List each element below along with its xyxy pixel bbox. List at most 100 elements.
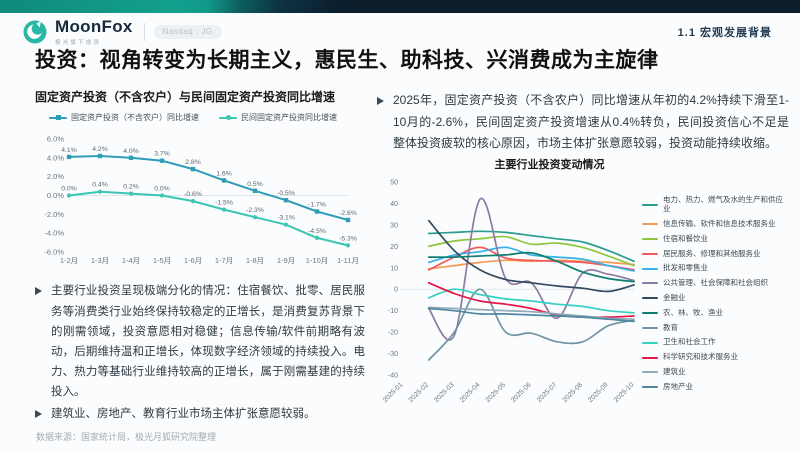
- legend-label: 居民服务、修理和其他服务业: [663, 248, 761, 258]
- right-chart-legend: 电力、热力、燃气及水的生产和供应业信息传输、软件和信息技术服务业 住宿和餐饮业居民…: [642, 178, 784, 410]
- legend-item: 卫生和社会工作: [642, 338, 784, 347]
- data-point-marker: [314, 236, 320, 241]
- bullet-text: 主要行业投资呈现极端分化的情况：住宿餐饮、批零、居民服务等消费类行业始终保持较稳…: [51, 285, 365, 399]
- y-axis-tick-label: 6.0%: [47, 135, 64, 144]
- legend-label: 信息传输、软件和信息技术服务业: [663, 218, 776, 228]
- legend-item: 农、林、牧、渔业: [642, 307, 784, 318]
- legend-swatch-icon: [642, 341, 658, 344]
- fixed-investment-chart: 6.0% 4.0% 2.0% 0.0% -2.0% -4.0% -6.0% 1-2月 1-3月 1…: [35, 123, 365, 273]
- legend-swatch-icon: [642, 371, 658, 374]
- top-accent-bar: [0, 0, 800, 13]
- chart-series-line: [427, 259, 635, 270]
- y-axis-tick-label: -10: [388, 308, 398, 315]
- legend-swatch-icon: [642, 356, 658, 359]
- legend-swatch-icon: [642, 267, 658, 270]
- data-point-marker: [128, 191, 134, 197]
- x-axis-tick-label: 2025-05: [485, 381, 508, 404]
- legend-label: 住宿和餐饮业: [663, 233, 708, 243]
- y-axis-tick-label: 40: [390, 201, 398, 208]
- moonfox-logo: MoonFox 极光旗下成员 Nasdaq : JG: [22, 18, 222, 46]
- bullet-arrow-icon: [35, 410, 42, 419]
- data-point-marker: [97, 154, 103, 159]
- legend-item: 公共管理、社会保障和社会组织: [642, 279, 784, 288]
- industry-investment-chart: 50 40 30 20 10 0 -10 -20 -30 -40 2025-01 2025-02 202…: [377, 174, 642, 414]
- data-point-label: -0.5%: [277, 191, 295, 198]
- chart-series-line: [427, 251, 635, 283]
- x-axis-tick-label: 1-6月: [184, 256, 202, 265]
- data-point-label: 0.5%: [247, 181, 263, 188]
- bullet-arrow-icon: [377, 97, 384, 105]
- right-chart-block: 50 40 30 20 10 0 -10 -20 -30 -40 2025-01 2025-02 202…: [377, 174, 789, 414]
- legend-swatch-icon: [642, 238, 658, 241]
- legend-label: 教育: [663, 322, 678, 332]
- moonfox-logo-icon: [23, 20, 47, 44]
- x-axis-tick-label: 1-4月: [122, 256, 140, 265]
- legend-item: 金融业: [642, 292, 784, 303]
- right-bullet: 2025年，固定资产投资（不含农户）同比增速从年初的4.2%持续下滑至1-10月…: [377, 90, 789, 155]
- data-point-label: 4.2%: [92, 146, 108, 153]
- legend-swatch-icon: [642, 204, 658, 207]
- y-axis-tick-label: 4.0%: [47, 154, 64, 163]
- logo-wordmark: MoonFox: [55, 17, 133, 36]
- legend-label: 固定资产投资（不含农户）同比增速: [71, 113, 199, 123]
- chart-series-line: [427, 306, 635, 321]
- y-axis-tick-label: -4.0%: [44, 229, 64, 238]
- chart-series-line: [427, 246, 635, 271]
- legend-swatch-icon: [642, 386, 658, 389]
- legend-item: 房地产业: [642, 382, 784, 392]
- data-point-marker: [97, 189, 103, 195]
- legend-item: 信息传输、软件和信息技术服务业: [642, 218, 784, 229]
- data-point-marker: [159, 158, 165, 164]
- y-axis-tick-label: 50: [390, 179, 398, 186]
- x-axis-tick-label: 1-10月: [306, 256, 329, 265]
- x-axis-tick-label: 1-9月: [277, 256, 295, 265]
- legend-swatch-icon: [642, 326, 658, 329]
- chart-series-line: [427, 219, 635, 293]
- data-point-marker: [66, 155, 72, 160]
- right-chart-title: 主要行业投资变动情况: [494, 158, 605, 171]
- y-axis-tick-label: 0: [394, 287, 398, 294]
- data-point-label: -5.3%: [339, 236, 357, 243]
- legend-label: 农、林、牧、渔业: [663, 307, 723, 317]
- legend-label: 金融业: [663, 292, 686, 302]
- data-point-label: -2.3%: [246, 208, 264, 215]
- y-axis-tick-label: -2.0%: [44, 210, 64, 219]
- bullet-arrow-icon: [35, 287, 42, 296]
- legend-label: 民间固定资产投资同比增速: [241, 113, 337, 123]
- data-point-marker: [252, 188, 258, 194]
- bullet-item: 建筑业、房地产、教育行业市场主体扩张意愿较弱。: [35, 404, 365, 424]
- y-axis-tick-label: -6.0%: [44, 248, 64, 257]
- data-point-marker: [221, 207, 227, 213]
- logo-divider: [143, 23, 145, 41]
- x-axis-tick-label: 1-8月: [246, 256, 264, 265]
- y-axis-tick-label: 20: [390, 244, 398, 251]
- x-axis-tick-label: 1-5月: [153, 256, 171, 265]
- data-point-label: 3.7%: [154, 151, 170, 158]
- legend-item: 批发和零售业: [642, 264, 784, 273]
- chart-series-line: [427, 307, 635, 323]
- x-axis-tick-label: 1-7月: [215, 256, 233, 265]
- data-point-label: -2.6%: [339, 210, 357, 217]
- bullet-text: 建筑业、房地产、教育行业市场主体扩张意愿较弱。: [51, 408, 316, 421]
- x-axis-tick-label: 2025-01: [382, 381, 405, 404]
- legend-item: 科学研究和技术服务业: [642, 353, 784, 362]
- chart-series-line: [427, 288, 635, 361]
- legend-label: 电力、热力、燃气及水的生产和供应业: [663, 195, 783, 214]
- y-axis-tick-label: 0.0%: [47, 191, 64, 200]
- x-axis-tick-label: 2025-04: [459, 381, 482, 404]
- data-point-marker: [345, 243, 351, 248]
- data-point-marker: [190, 167, 196, 172]
- data-point-marker: [190, 199, 196, 204]
- data-point-marker: [345, 218, 351, 223]
- chart-series-line: [68, 155, 349, 222]
- data-point-marker: [252, 215, 258, 220]
- x-axis-tick-label: 2025-10: [613, 381, 636, 404]
- logo-text-block: MoonFox 极光旗下成员: [55, 18, 133, 46]
- y-axis-tick-label: 10: [390, 265, 398, 272]
- left-chart-legend: 固定资产投资（不含农户）同比增速 民间固定资产投资同比增速: [49, 112, 365, 123]
- chart-series-line: [427, 235, 635, 267]
- data-point-marker: [159, 193, 165, 198]
- legend-item: 固定资产投资（不含农户）同比增速: [49, 112, 199, 123]
- x-axis-tick-label: 1-2月: [60, 256, 78, 265]
